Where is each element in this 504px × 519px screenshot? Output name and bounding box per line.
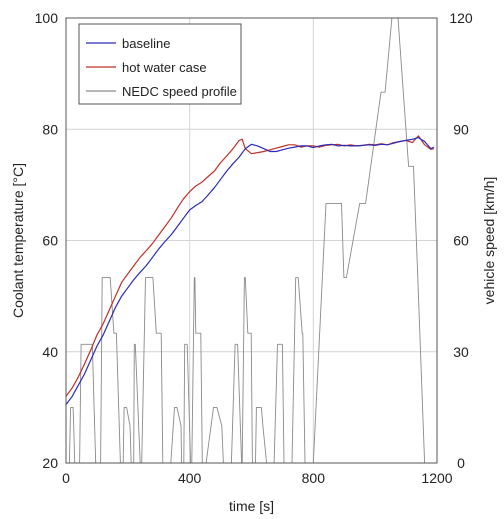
left-y-tick-label: 20	[42, 455, 58, 471]
right-y-tick-labels: 0 30 60 90 120	[449, 10, 473, 471]
right-y-tick-label: 0	[457, 455, 465, 471]
legend-label-nedc: NEDC speed profile	[122, 84, 237, 99]
x-tick-label: 1200	[421, 470, 452, 486]
left-y-tick-label: 40	[42, 344, 58, 360]
right-y-tick-label: 90	[453, 121, 469, 137]
x-tick-label: 0	[62, 470, 70, 486]
x-tick-label: 800	[302, 470, 326, 486]
legend-label-baseline: baseline	[122, 36, 170, 51]
left-y-axis-title: Coolant temperature [°C]	[10, 163, 26, 318]
right-y-axis-title: vehicle speed [km/h]	[481, 177, 497, 305]
left-y-tick-label: 80	[42, 121, 58, 137]
x-tick-labels: 0 400 800 1200	[62, 470, 453, 486]
right-y-tick-label: 30	[453, 344, 469, 360]
left-y-tick-label: 60	[42, 233, 58, 249]
legend-label-hot-water: hot water case	[122, 60, 207, 75]
legend: baseline hot water case NEDC speed profi…	[78, 23, 242, 105]
right-y-tick-label: 60	[453, 233, 469, 249]
right-y-tick-label: 120	[449, 10, 473, 26]
series-baseline-group	[65, 137, 435, 405]
series-line-baseline	[65, 137, 435, 405]
left-y-tick-label: 100	[35, 10, 59, 26]
plot-frame	[65, 17, 438, 464]
x-tick-label: 400	[178, 470, 202, 486]
x-axis-title: time [s]	[229, 498, 274, 514]
left-y-tick-labels: 20 40 60 80 100	[35, 10, 59, 471]
